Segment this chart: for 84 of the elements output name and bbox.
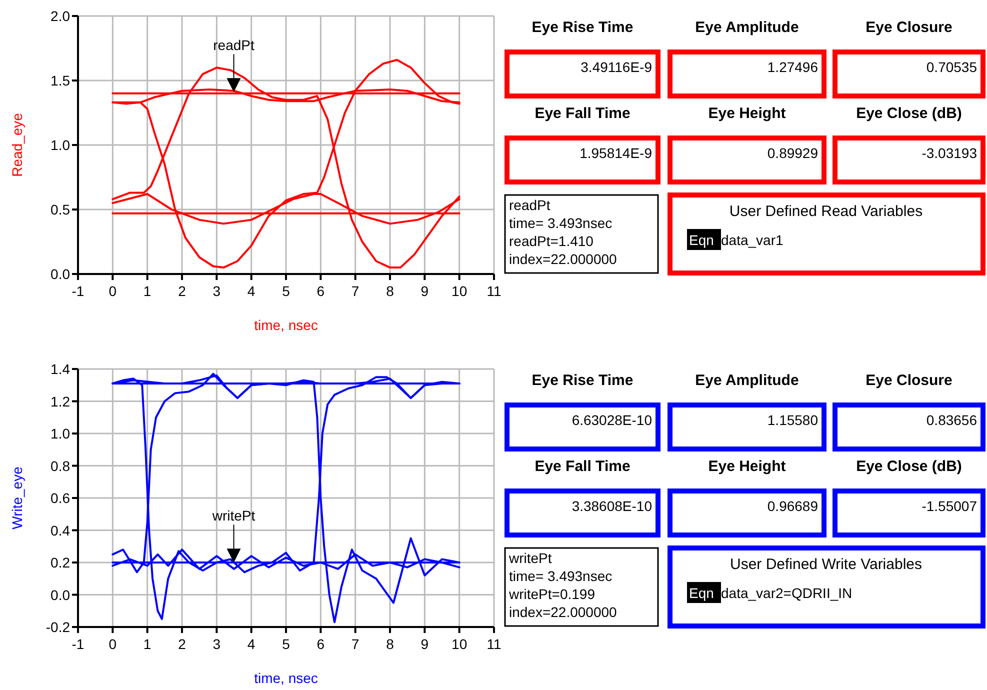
y-tick-label: 1.5	[50, 72, 70, 88]
text: Eye Closure	[866, 372, 952, 389]
text: User Defined Read Variables	[729, 203, 923, 220]
text: time= 3.493nsec	[509, 568, 612, 584]
text: User Defined Write Variables	[730, 556, 922, 573]
x-tick-label: 0	[108, 636, 117, 652]
x-tick-label: 7	[351, 636, 360, 652]
text: Eqn	[689, 585, 714, 601]
y-tick-label: 0.4	[50, 522, 70, 538]
text: Eqn	[689, 232, 714, 248]
y-tick-label: 1.4	[50, 361, 70, 377]
text: 0.89929	[767, 145, 818, 161]
text: data_var1	[721, 232, 784, 248]
text: 0.70535	[926, 59, 978, 75]
text: readPt=1.410	[509, 233, 594, 249]
x-tick-label: 4	[247, 636, 256, 652]
x-tick-label: 6	[316, 283, 325, 299]
text: Eye Fall Time	[534, 105, 630, 122]
y-tick-label: 0.0	[50, 586, 70, 603]
x-tick-label: 6	[316, 636, 325, 652]
x-tick-label: 7	[351, 283, 360, 299]
y-tick-label: 0.0	[50, 266, 70, 282]
annotation: writePt	[211, 508, 256, 524]
x-tick-label: -1	[72, 283, 84, 299]
text: Eye Height	[708, 105, 786, 122]
text: index=22.000000	[509, 604, 618, 620]
y-tick-label: 0.8	[50, 458, 70, 474]
text: 1.95814E-9	[580, 145, 652, 161]
x-axis-title: time, nsec	[254, 317, 318, 333]
text: Eye Close (dB)	[856, 458, 962, 475]
y-tick-label: 1.2	[50, 393, 70, 410]
y-tick-label: 0.5	[50, 202, 70, 218]
x-tick-label: 0	[108, 283, 117, 299]
x-tick-label: 11	[486, 636, 502, 652]
text: readPt	[509, 197, 550, 213]
text: Eye Rise Time	[532, 19, 634, 36]
x-tick-label: 4	[247, 283, 256, 299]
x-tick-label: 1	[143, 283, 152, 299]
text: 3.49116E-9	[580, 59, 652, 75]
x-tick-label: 3	[212, 283, 221, 299]
text: 6.63028E-10	[572, 412, 652, 428]
y-axis-title: Write_eye	[9, 466, 25, 530]
text: Eye Rise Time	[532, 372, 634, 389]
x-axis-title: time, nsec	[254, 670, 318, 686]
x-tick-label: 11	[486, 283, 502, 299]
text: Eye Amplitude	[695, 19, 799, 36]
x-tick-label: 1	[143, 636, 152, 652]
x-tick-label: 9	[420, 283, 429, 299]
y-tick-label: 1.0	[50, 137, 70, 153]
text: Eye Closure	[866, 19, 952, 36]
x-tick-label: 2	[178, 283, 186, 299]
y-tick-label: 0.6	[50, 490, 70, 506]
text: 1.15580	[767, 412, 818, 428]
x-tick-label: 10	[452, 283, 468, 299]
x-tick-label: 8	[386, 283, 394, 299]
x-tick-label: -1	[72, 636, 84, 652]
x-tick-label: 8	[386, 636, 394, 652]
text: index=22.000000	[509, 251, 618, 267]
text: -3.03193	[922, 145, 978, 161]
text: Eye Height	[708, 458, 786, 475]
x-tick-label: 3	[212, 636, 221, 652]
text: 1.27496	[767, 59, 818, 75]
text: writePt	[508, 550, 552, 566]
y-tick-label: -0.2	[46, 619, 70, 635]
text: Eye Close (dB)	[856, 105, 962, 122]
text: 0.83656	[926, 412, 978, 428]
x-tick-label: 9	[420, 636, 429, 652]
text: -1.55007	[922, 498, 978, 514]
x-tick-label: 10	[452, 636, 468, 652]
y-tick-label: 2.0	[50, 8, 70, 24]
x-tick-label: 5	[282, 283, 290, 299]
text: Eye Amplitude	[695, 372, 799, 389]
x-tick-label: 5	[282, 636, 290, 652]
y-tick-label: 0.2	[50, 554, 70, 570]
text: time= 3.493nsec	[509, 215, 612, 231]
text: Eye Fall Time	[534, 458, 630, 475]
x-tick-label: 2	[178, 636, 186, 652]
annotation: readPt	[213, 37, 254, 54]
text: 0.96689	[767, 498, 818, 514]
text: 3.38608E-10	[572, 498, 652, 514]
text: writePt=0.199	[508, 586, 596, 602]
y-tick-label: 1.0	[50, 426, 70, 442]
y-axis-title: Read_eye	[9, 112, 25, 177]
text: data_var2=QDRII_IN	[721, 585, 852, 601]
